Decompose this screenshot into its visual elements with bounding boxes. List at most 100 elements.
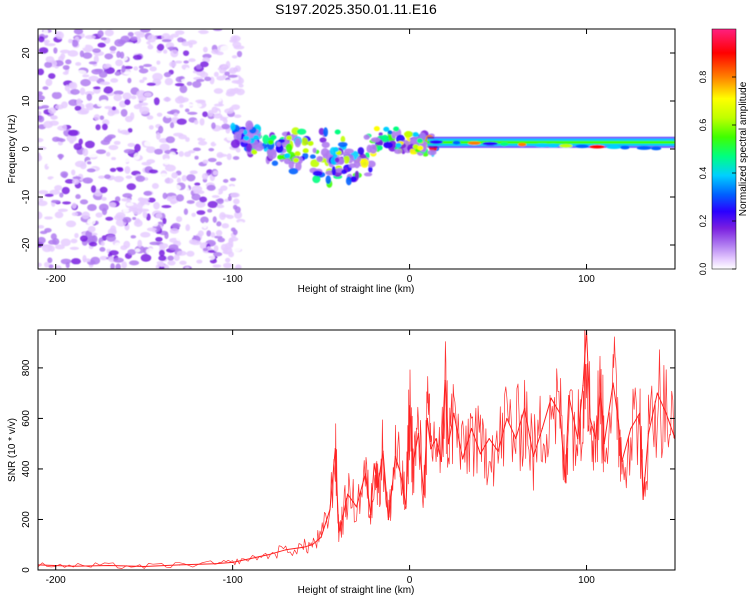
heatmap-noise-cell [167,260,176,266]
snr-point [621,460,623,462]
heatmap-noise-cell [230,192,240,198]
heatmap-noise-cell [176,216,183,223]
heatmap-noise-cell [72,178,80,185]
heatmap-noise-cell [68,82,76,88]
heatmap-noise-cell [44,61,53,68]
heatmap-noise-cell [58,138,66,143]
heatmap-noise-cell [132,190,138,199]
snr-x-ticks: -200 -100 0 100 [46,330,595,586]
heatmap-noise-cell [72,176,82,180]
heatmap-noise-cell [119,51,125,59]
heatmap-noise-cell [116,51,122,58]
snr-y-axis-label: SNR (10 * v/v) [7,418,18,482]
heatmap-noise-cell [187,111,198,115]
heatmap-noise-cell [215,161,223,166]
snr-point [470,427,473,430]
heatmap-noise-cell [189,170,198,175]
heatmap-noise-cell [109,45,117,52]
heatmap-noise-cell [156,43,165,51]
heatmap-noise-cell [231,79,242,84]
heatmap-band-core [243,135,250,141]
snr-point [355,506,358,508]
heatmap-band-cell [301,137,309,146]
heatmap-noise-cell [87,218,96,226]
snr-point [311,544,313,546]
heatmap-noise-cell [122,92,132,100]
spectrogram-x-tick-label: -200 [46,274,66,285]
snr-point [412,463,414,465]
heatmap-tone-peak [636,146,652,150]
spectrogram-plot-area [38,29,675,269]
snr-y-tick-label: 800 [21,359,32,376]
snr-x-tick-label: -100 [223,575,243,586]
heatmap-band-cell [230,139,240,149]
heatmap-noise-cell [45,78,53,87]
heatmap-noise-cell [183,60,189,64]
heatmap-band-cell [271,160,279,166]
snr-point [656,392,658,394]
heatmap-noise-cell [145,146,156,154]
snr-point [364,473,366,475]
heatmap-noise-cell [197,230,204,237]
heatmap-noise-cell [173,254,180,261]
heatmap-noise-cell [100,37,107,41]
heatmap-noise-cell [99,81,111,86]
heatmap-noise-cell [188,124,198,128]
heatmap-band-cell [266,148,277,156]
heatmap-band-cell [325,175,331,185]
heatmap-noise-cell [100,99,109,106]
heatmap-noise-cell [179,85,188,94]
heatmap-noise-cell [163,49,168,54]
snr-point [249,558,251,560]
heatmap-noise-cell [206,184,216,191]
heatmap-noise-cell [38,36,45,43]
heatmap-noise-cell [74,160,86,168]
heatmap-noise-cell [202,221,208,229]
snr-point [408,405,411,407]
heatmap-noise-cell [73,143,83,151]
heatmap-tone-peak [467,141,481,145]
heatmap-noise-cell [38,91,43,96]
heatmap-noise-cell [140,253,152,262]
heatmap-noise-cell [176,118,187,125]
heatmap-band-cell [312,170,323,177]
heatmap-noise-cell [49,189,61,195]
heatmap-noise-cell [43,261,50,268]
heatmap-noise-cell [108,202,117,208]
heatmap-noise-cell [220,185,228,191]
heatmap-noise-cell [207,200,218,209]
heatmap-noise-cell [227,239,234,247]
heatmap-noise-cell [156,112,163,117]
heatmap-noise-cell [99,186,108,194]
heatmap-noise-cell [230,88,241,94]
heatmap-noise-cell [139,79,145,84]
heatmap-noise-cell [186,200,195,204]
heatmap-noise-cell [146,227,157,232]
heatmap-noise-cell [98,71,108,78]
heatmap-band-core [284,153,291,159]
snr-x-tick-label: 100 [578,575,595,586]
heatmap-noise-cell [84,140,95,149]
heatmap-noise-cell [64,179,75,184]
spectrogram-x-axis-label: Height of straight line (km) [298,284,415,295]
heatmap-noise-cell [123,71,132,75]
heatmap-noise-cell [199,71,209,78]
snr-point [647,432,650,435]
heatmap-noise-cell [138,208,150,212]
heatmap-noise-cell [193,119,199,125]
heatmap-noise-cell [74,233,79,239]
heatmap-band-cell [411,135,421,146]
heatmap-noise-cell [38,47,49,54]
heatmap-noise-cell [164,177,174,184]
heatmap-noise-cell [191,193,201,201]
heatmap-noise-cell [214,187,219,196]
heatmap-noise-cell [121,155,131,163]
heatmap-band-cell [409,148,416,154]
colorbar-tick-label: 0.4 [698,167,708,180]
heatmap-noise-cell [75,62,82,66]
heatmap-noise-cell [120,108,128,117]
heatmap-noise-cell [108,144,119,151]
heatmap-noise-cell [124,42,134,46]
heatmap-noise-cell [38,153,42,161]
heatmap-noise-cell [170,98,176,107]
